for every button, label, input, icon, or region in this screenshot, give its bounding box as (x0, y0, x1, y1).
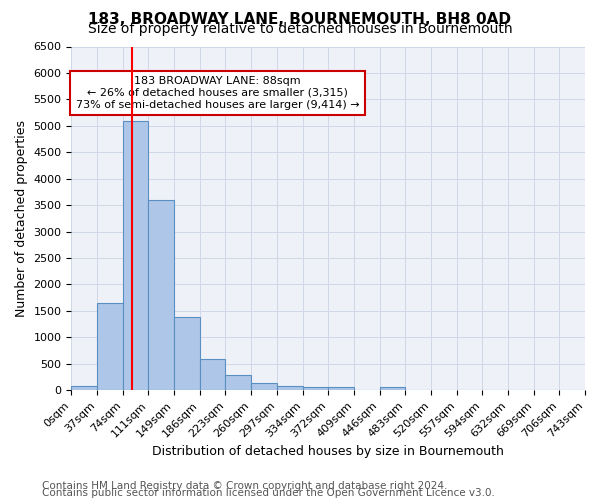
Bar (148, 200, 174, 390)
Bar (123, 120, 148, 390)
Bar (380, 388, 405, 390)
Bar (277, 386, 302, 390)
Bar (302, 388, 328, 390)
Text: 183 BROADWAY LANE: 88sqm
← 26% of detached houses are smaller (3,315)
73% of sem: 183 BROADWAY LANE: 88sqm ← 26% of detach… (76, 76, 359, 110)
Bar (226, 375, 251, 390)
Text: Contains HM Land Registry data © Crown copyright and database right 2024.: Contains HM Land Registry data © Crown c… (42, 481, 448, 491)
Bar (174, 316, 200, 390)
Text: Contains public sector information licensed under the Open Government Licence v3: Contains public sector information licen… (42, 488, 495, 498)
Text: Size of property relative to detached houses in Bournemouth: Size of property relative to detached ho… (88, 22, 512, 36)
Bar (251, 383, 277, 390)
Bar (328, 388, 354, 390)
Y-axis label: Number of detached properties: Number of detached properties (15, 120, 28, 317)
X-axis label: Distribution of detached houses by size in Bournemouth: Distribution of detached houses by size … (152, 444, 504, 458)
Bar (97, 303, 123, 390)
Bar (200, 358, 226, 390)
Text: 183, BROADWAY LANE, BOURNEMOUTH, BH8 0AD: 183, BROADWAY LANE, BOURNEMOUTH, BH8 0AD (89, 12, 511, 26)
Bar (71, 386, 97, 390)
